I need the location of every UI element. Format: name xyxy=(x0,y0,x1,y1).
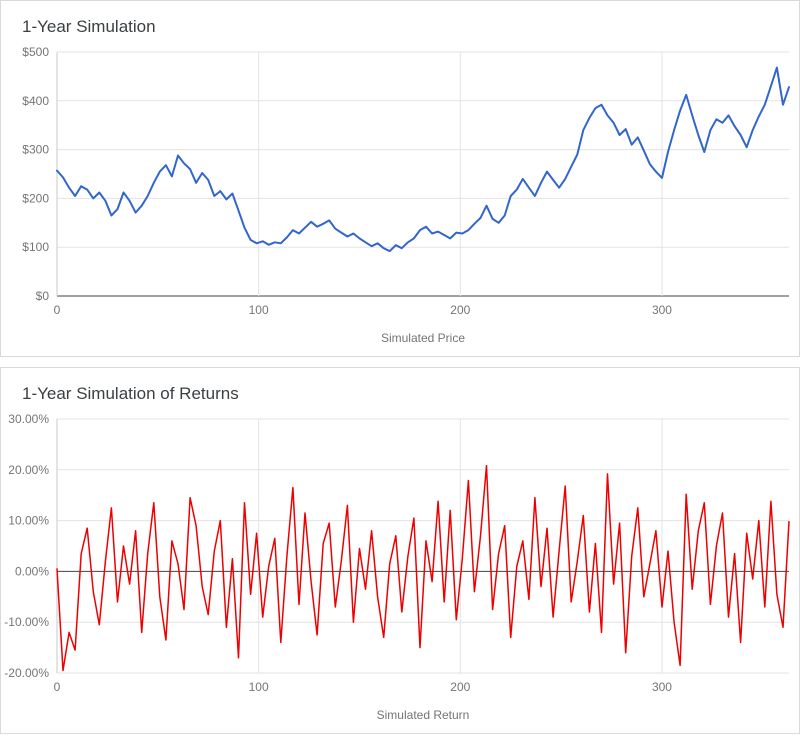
price-line-chart[interactable]: $0 $100 $200 $300 $400 $500 0 100 200 300 Simulate… xyxy=(1,44,799,356)
y-tick-label: $0 xyxy=(36,289,50,303)
y-tick-label: $400 xyxy=(22,94,49,108)
x-tick-label: 0 xyxy=(54,303,61,317)
returns-chart-title: 1-Year Simulation of Returns xyxy=(22,384,239,403)
y-tick-label: $300 xyxy=(22,143,49,157)
y-tick-label: $500 xyxy=(22,45,49,59)
y-tick-label: 10.00% xyxy=(8,514,49,528)
price-chart-panel[interactable]: 1-Year Simulation $0 $100 $200 $300 $400 $500… xyxy=(0,0,800,357)
y-tick-label: -20.00% xyxy=(4,666,49,680)
x-axis-title: Simulated Return xyxy=(377,708,470,722)
returns-chart-panel[interactable]: 1-Year Simulation of Returns -20.00% -10.… xyxy=(0,367,800,734)
page: 1-Year Simulation $0 $100 $200 $300 $400 $500… xyxy=(0,0,800,734)
series-line xyxy=(56,464,790,672)
x-tick-label: 200 xyxy=(450,303,470,317)
x-tick-label: 200 xyxy=(450,680,470,694)
x-tick-label: 300 xyxy=(652,680,672,694)
x-axis-title: Simulated Price xyxy=(381,331,465,345)
x-tick-label: 100 xyxy=(249,303,269,317)
y-tick-label: $100 xyxy=(22,240,49,254)
x-tick-label: 300 xyxy=(652,303,672,317)
y-tick-label: 0.00% xyxy=(15,564,49,578)
returns-line-chart[interactable]: -20.00% -10.00% 0.00% 10.00% 20.00% 30.00% 0 10… xyxy=(1,411,799,733)
x-tick-label: 100 xyxy=(249,680,269,694)
y-tick-label: 30.00% xyxy=(8,412,49,426)
x-tick-label: 0 xyxy=(54,680,61,694)
y-tick-label: $200 xyxy=(22,191,49,205)
series-line xyxy=(56,66,790,253)
y-tick-label: -10.00% xyxy=(4,615,49,629)
price-chart-title: 1-Year Simulation xyxy=(22,17,156,36)
y-tick-label: 20.00% xyxy=(8,463,49,477)
